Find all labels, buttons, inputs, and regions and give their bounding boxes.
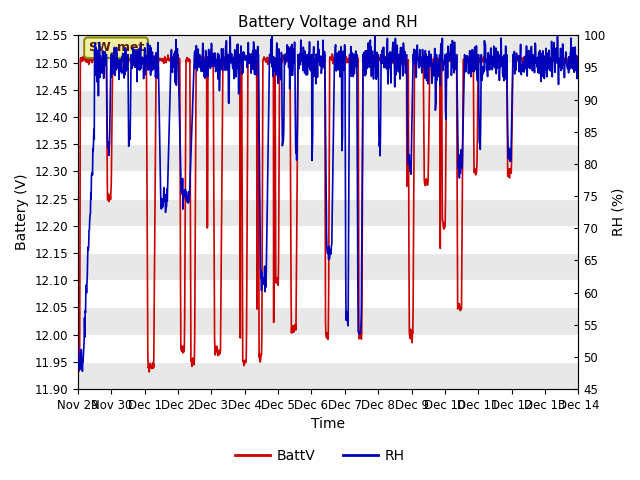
Y-axis label: RH (%): RH (%) [611, 188, 625, 237]
Bar [78, 36, 579, 62]
RH [371, 33, 379, 38]
BattV [328, 51, 336, 57]
RH [575, 53, 582, 59]
BattV [472, 168, 479, 173]
Legend: BattV, RH: BattV, RH [230, 443, 410, 468]
Bar [78, 362, 579, 389]
X-axis label: Time: Time [311, 418, 345, 432]
BattV [173, 60, 181, 65]
Title: Battery Voltage and RH: Battery Voltage and RH [238, 15, 418, 30]
BattV [145, 369, 153, 375]
BattV [406, 332, 414, 338]
Bar [78, 253, 579, 280]
RH [173, 46, 181, 51]
RH [79, 368, 86, 374]
Line: RH: RH [78, 36, 579, 371]
RH [516, 59, 524, 64]
RH [406, 160, 414, 166]
Bar [78, 199, 579, 226]
BattV [516, 58, 524, 63]
RH [74, 343, 82, 349]
BattV [242, 360, 250, 366]
BattV [74, 57, 82, 63]
Y-axis label: Battery (V): Battery (V) [15, 174, 29, 251]
Bar [78, 308, 579, 335]
RH [242, 57, 250, 63]
Text: SW_met: SW_met [88, 41, 144, 54]
Bar [78, 144, 579, 171]
BattV [186, 59, 193, 65]
RH [186, 192, 193, 198]
BattV [575, 58, 582, 64]
Line: BattV: BattV [78, 54, 579, 372]
RH [472, 63, 479, 69]
Bar [78, 90, 579, 117]
